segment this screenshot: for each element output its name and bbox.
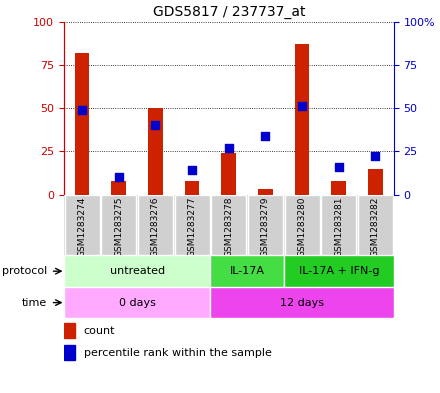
Text: GSM1283280: GSM1283280 xyxy=(297,196,307,257)
Bar xyxy=(185,181,199,195)
Bar xyxy=(331,181,346,195)
Bar xyxy=(64,345,75,360)
Text: protocol: protocol xyxy=(2,266,47,276)
Text: GSM1283279: GSM1283279 xyxy=(261,196,270,257)
Text: 12 days: 12 days xyxy=(280,298,324,308)
Bar xyxy=(64,287,210,318)
Bar xyxy=(75,53,89,195)
Bar xyxy=(65,195,100,255)
Point xyxy=(299,103,306,110)
Text: IL-17A + IFN-g: IL-17A + IFN-g xyxy=(299,266,379,276)
Text: GSM1283275: GSM1283275 xyxy=(114,196,123,257)
Bar xyxy=(295,44,309,195)
Point xyxy=(225,145,232,151)
Point xyxy=(372,153,379,160)
Bar xyxy=(248,195,283,255)
Text: IL-17A: IL-17A xyxy=(230,266,264,276)
Point xyxy=(189,167,196,173)
Bar xyxy=(210,287,394,318)
Point xyxy=(262,132,269,139)
Bar xyxy=(285,195,320,255)
Bar xyxy=(111,181,126,195)
Text: GSM1283277: GSM1283277 xyxy=(187,196,197,257)
Text: untreated: untreated xyxy=(110,266,165,276)
Bar xyxy=(210,255,284,287)
Bar xyxy=(321,195,356,255)
Text: GSM1283274: GSM1283274 xyxy=(77,196,87,257)
Text: time: time xyxy=(22,298,47,308)
Bar xyxy=(258,189,273,195)
Point xyxy=(115,174,122,180)
Text: GSM1283278: GSM1283278 xyxy=(224,196,233,257)
Bar xyxy=(211,195,246,255)
Bar xyxy=(64,323,75,338)
Title: GDS5817 / 237737_at: GDS5817 / 237737_at xyxy=(153,5,305,19)
Text: count: count xyxy=(84,326,115,336)
Bar xyxy=(284,255,394,287)
Bar xyxy=(138,195,173,255)
Text: 0 days: 0 days xyxy=(119,298,156,308)
Text: percentile rank within the sample: percentile rank within the sample xyxy=(84,348,271,358)
Bar xyxy=(64,255,210,287)
Point xyxy=(335,164,342,170)
Bar xyxy=(101,195,136,255)
Text: GSM1283281: GSM1283281 xyxy=(334,196,343,257)
Bar xyxy=(148,108,163,195)
Text: GSM1283282: GSM1283282 xyxy=(371,196,380,257)
Point xyxy=(79,107,86,113)
Bar xyxy=(368,169,383,195)
Text: GSM1283276: GSM1283276 xyxy=(151,196,160,257)
Bar xyxy=(358,195,393,255)
Bar xyxy=(175,195,210,255)
Bar xyxy=(221,153,236,195)
Point xyxy=(152,122,159,129)
